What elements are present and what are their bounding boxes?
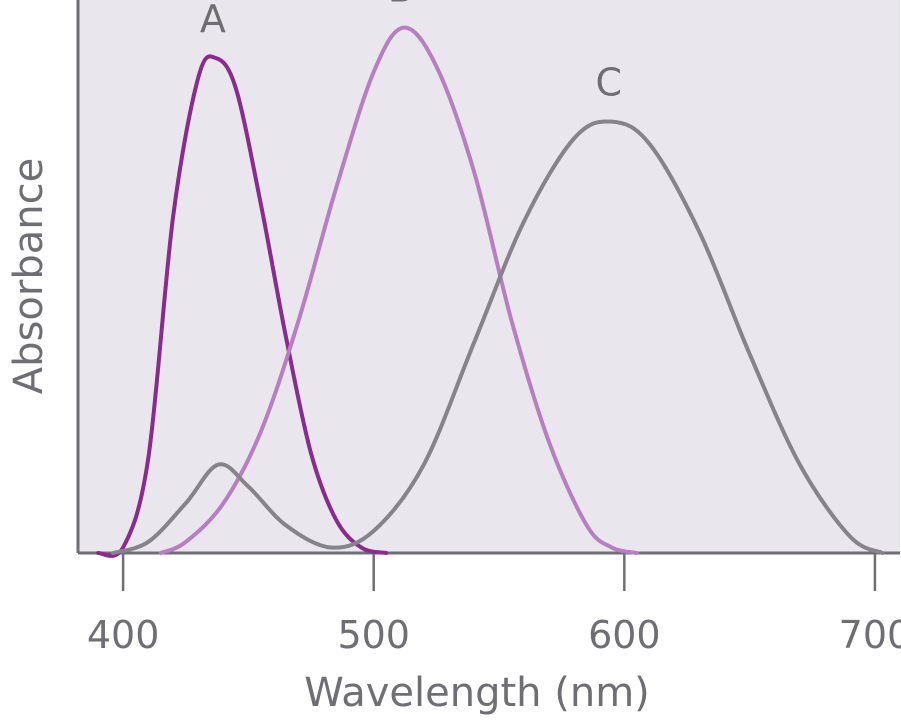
series-a-line [96,54,389,558]
x-tick-label-600: 600 [588,613,661,657]
series-c-label: C [596,61,623,105]
x-ticks-group: 400 500 600 700 [87,553,901,657]
series-group: A B C [96,0,885,558]
x-tick-label-400: 400 [87,613,160,657]
x-tick-label-700: 700 [839,613,901,657]
series-b-line [158,25,639,555]
x-axis-label: Wavelength (nm) [304,670,650,716]
series-a-label: A [200,0,226,41]
series-c-line [111,119,885,555]
x-tick-label-500: 500 [337,613,410,657]
series-b-label: B [388,0,414,11]
plot-background [78,0,900,553]
y-axis-label: Absorbance [6,158,52,394]
